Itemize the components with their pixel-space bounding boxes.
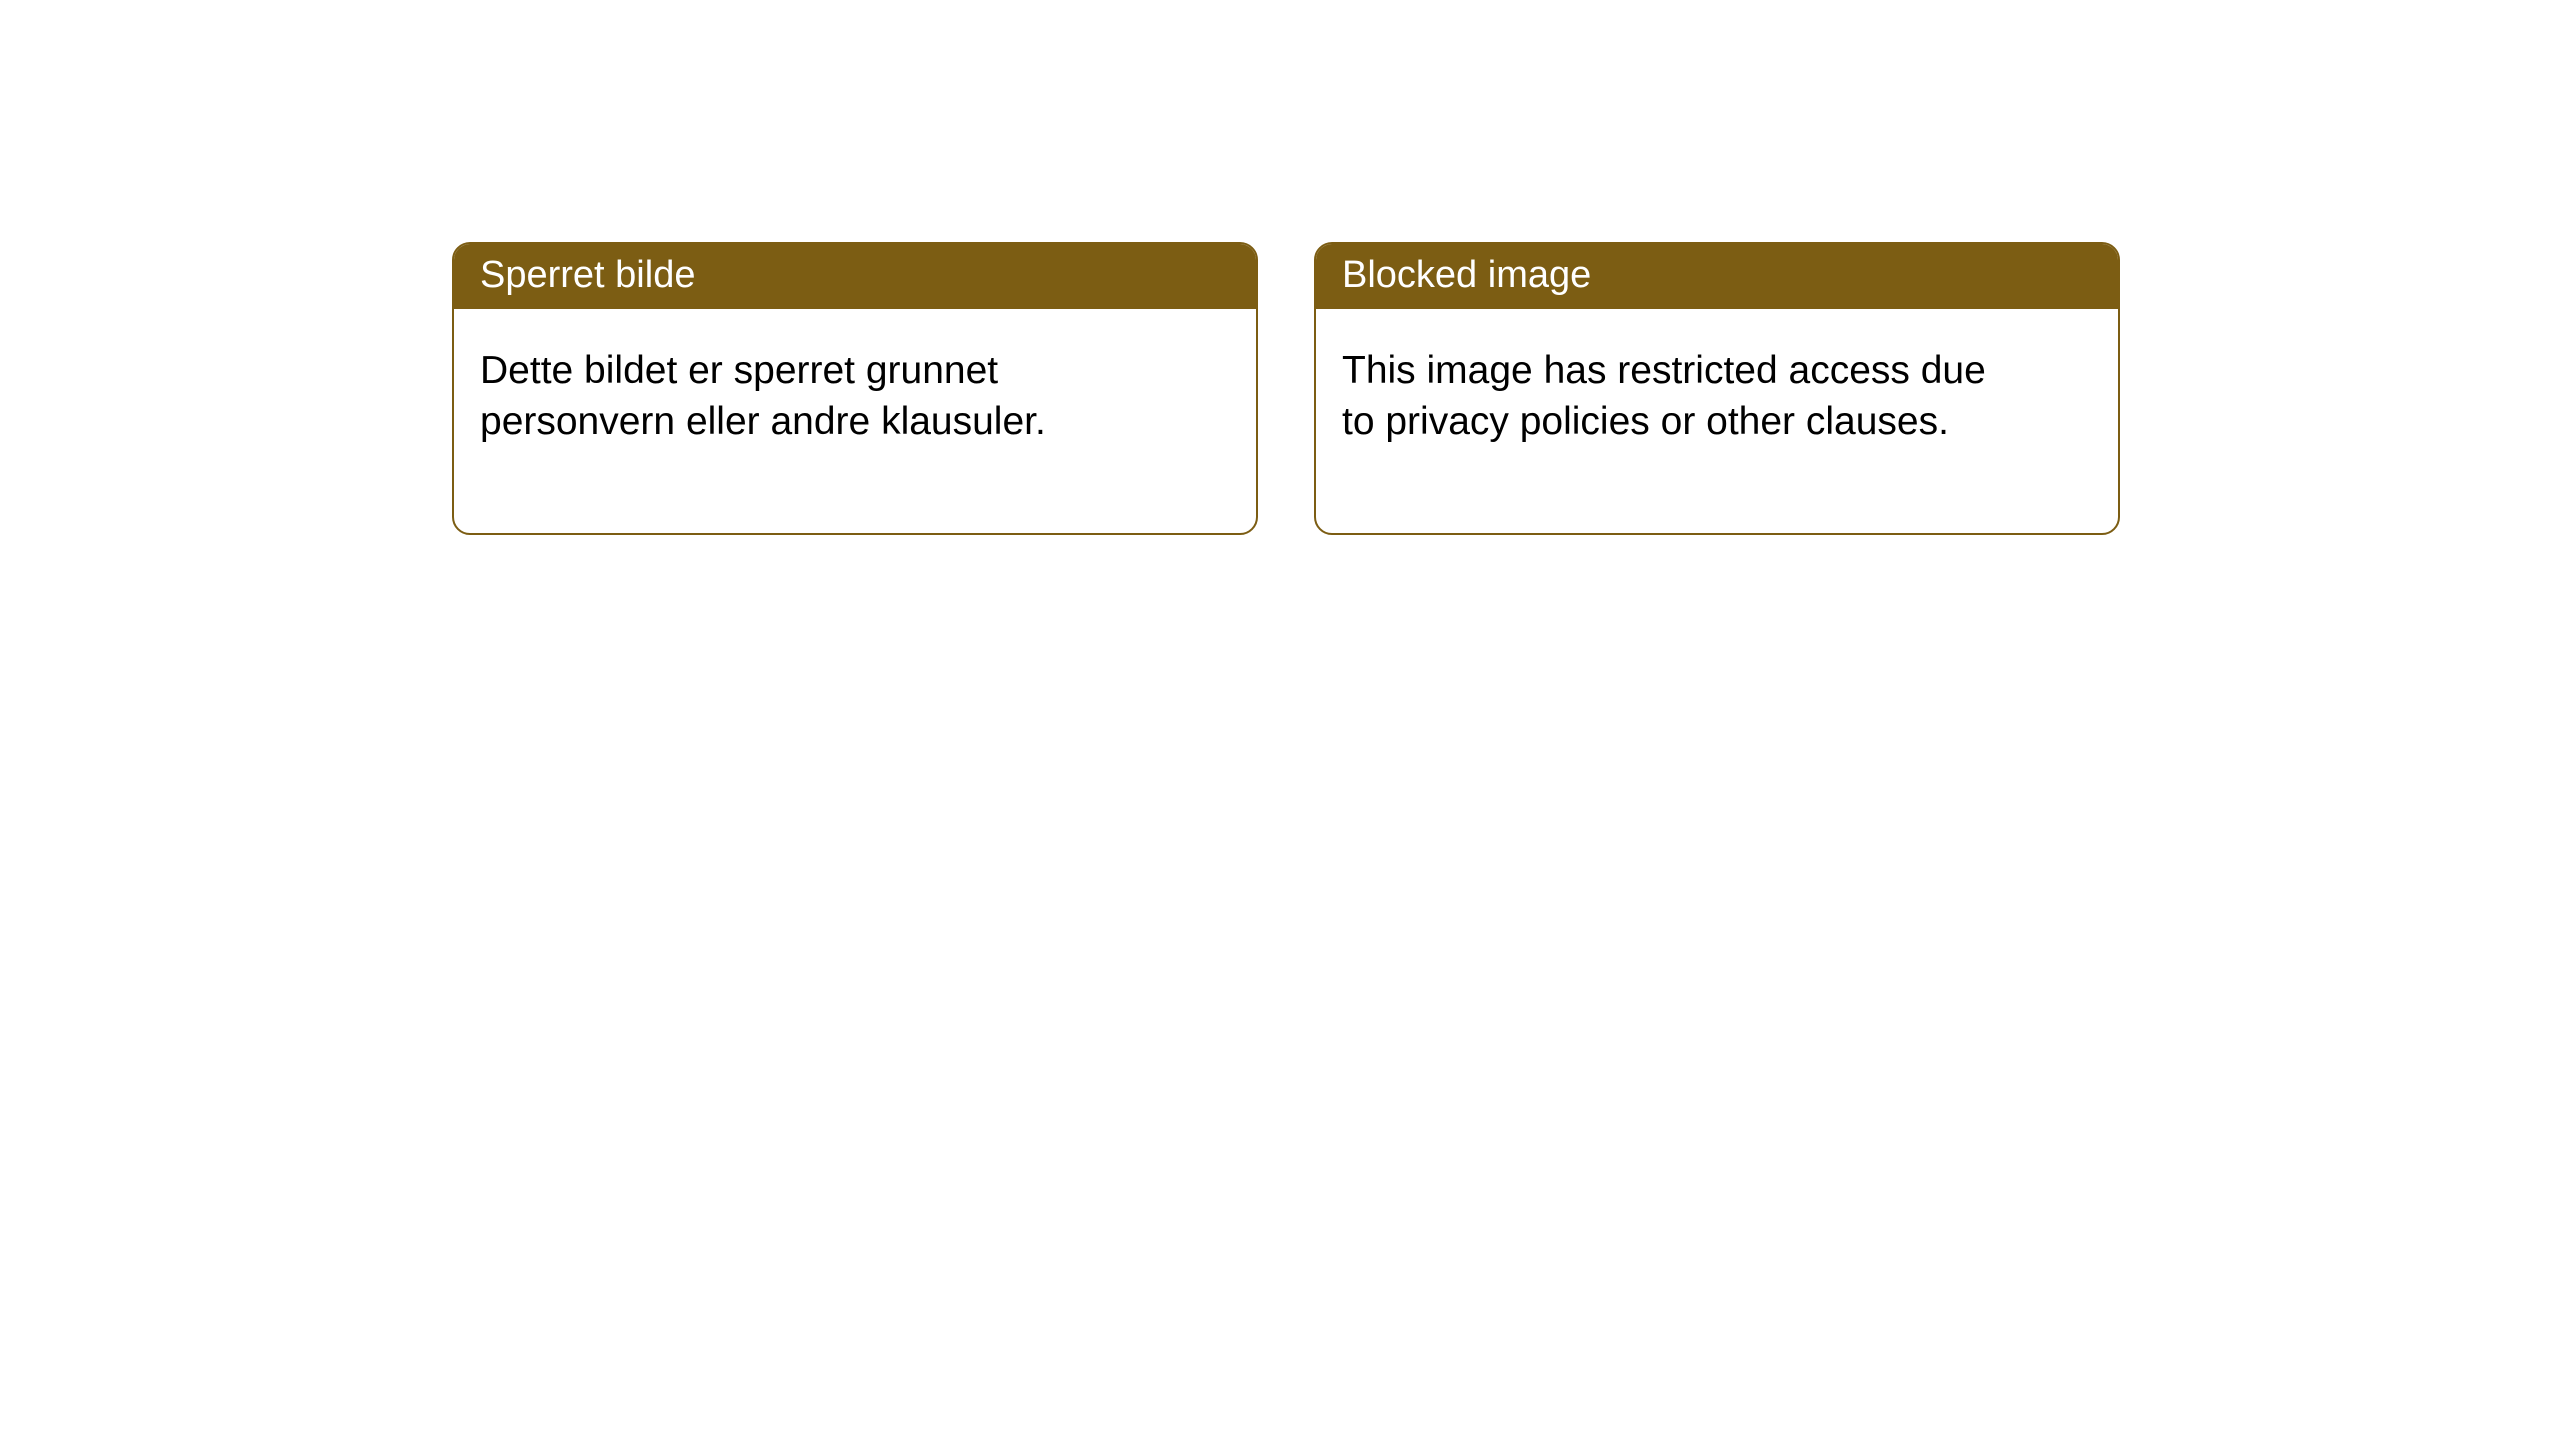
notice-container: Sperret bilde Dette bildet er sperret gr…	[0, 0, 2560, 535]
blocked-image-title-en: Blocked image	[1316, 244, 2118, 309]
blocked-image-card-en: Blocked image This image has restricted …	[1314, 242, 2120, 535]
blocked-image-card-no: Sperret bilde Dette bildet er sperret gr…	[452, 242, 1258, 535]
blocked-image-body-en: This image has restricted access due to …	[1316, 309, 2036, 533]
blocked-image-title-no: Sperret bilde	[454, 244, 1256, 309]
blocked-image-body-no: Dette bildet er sperret grunnet personve…	[454, 309, 1174, 533]
